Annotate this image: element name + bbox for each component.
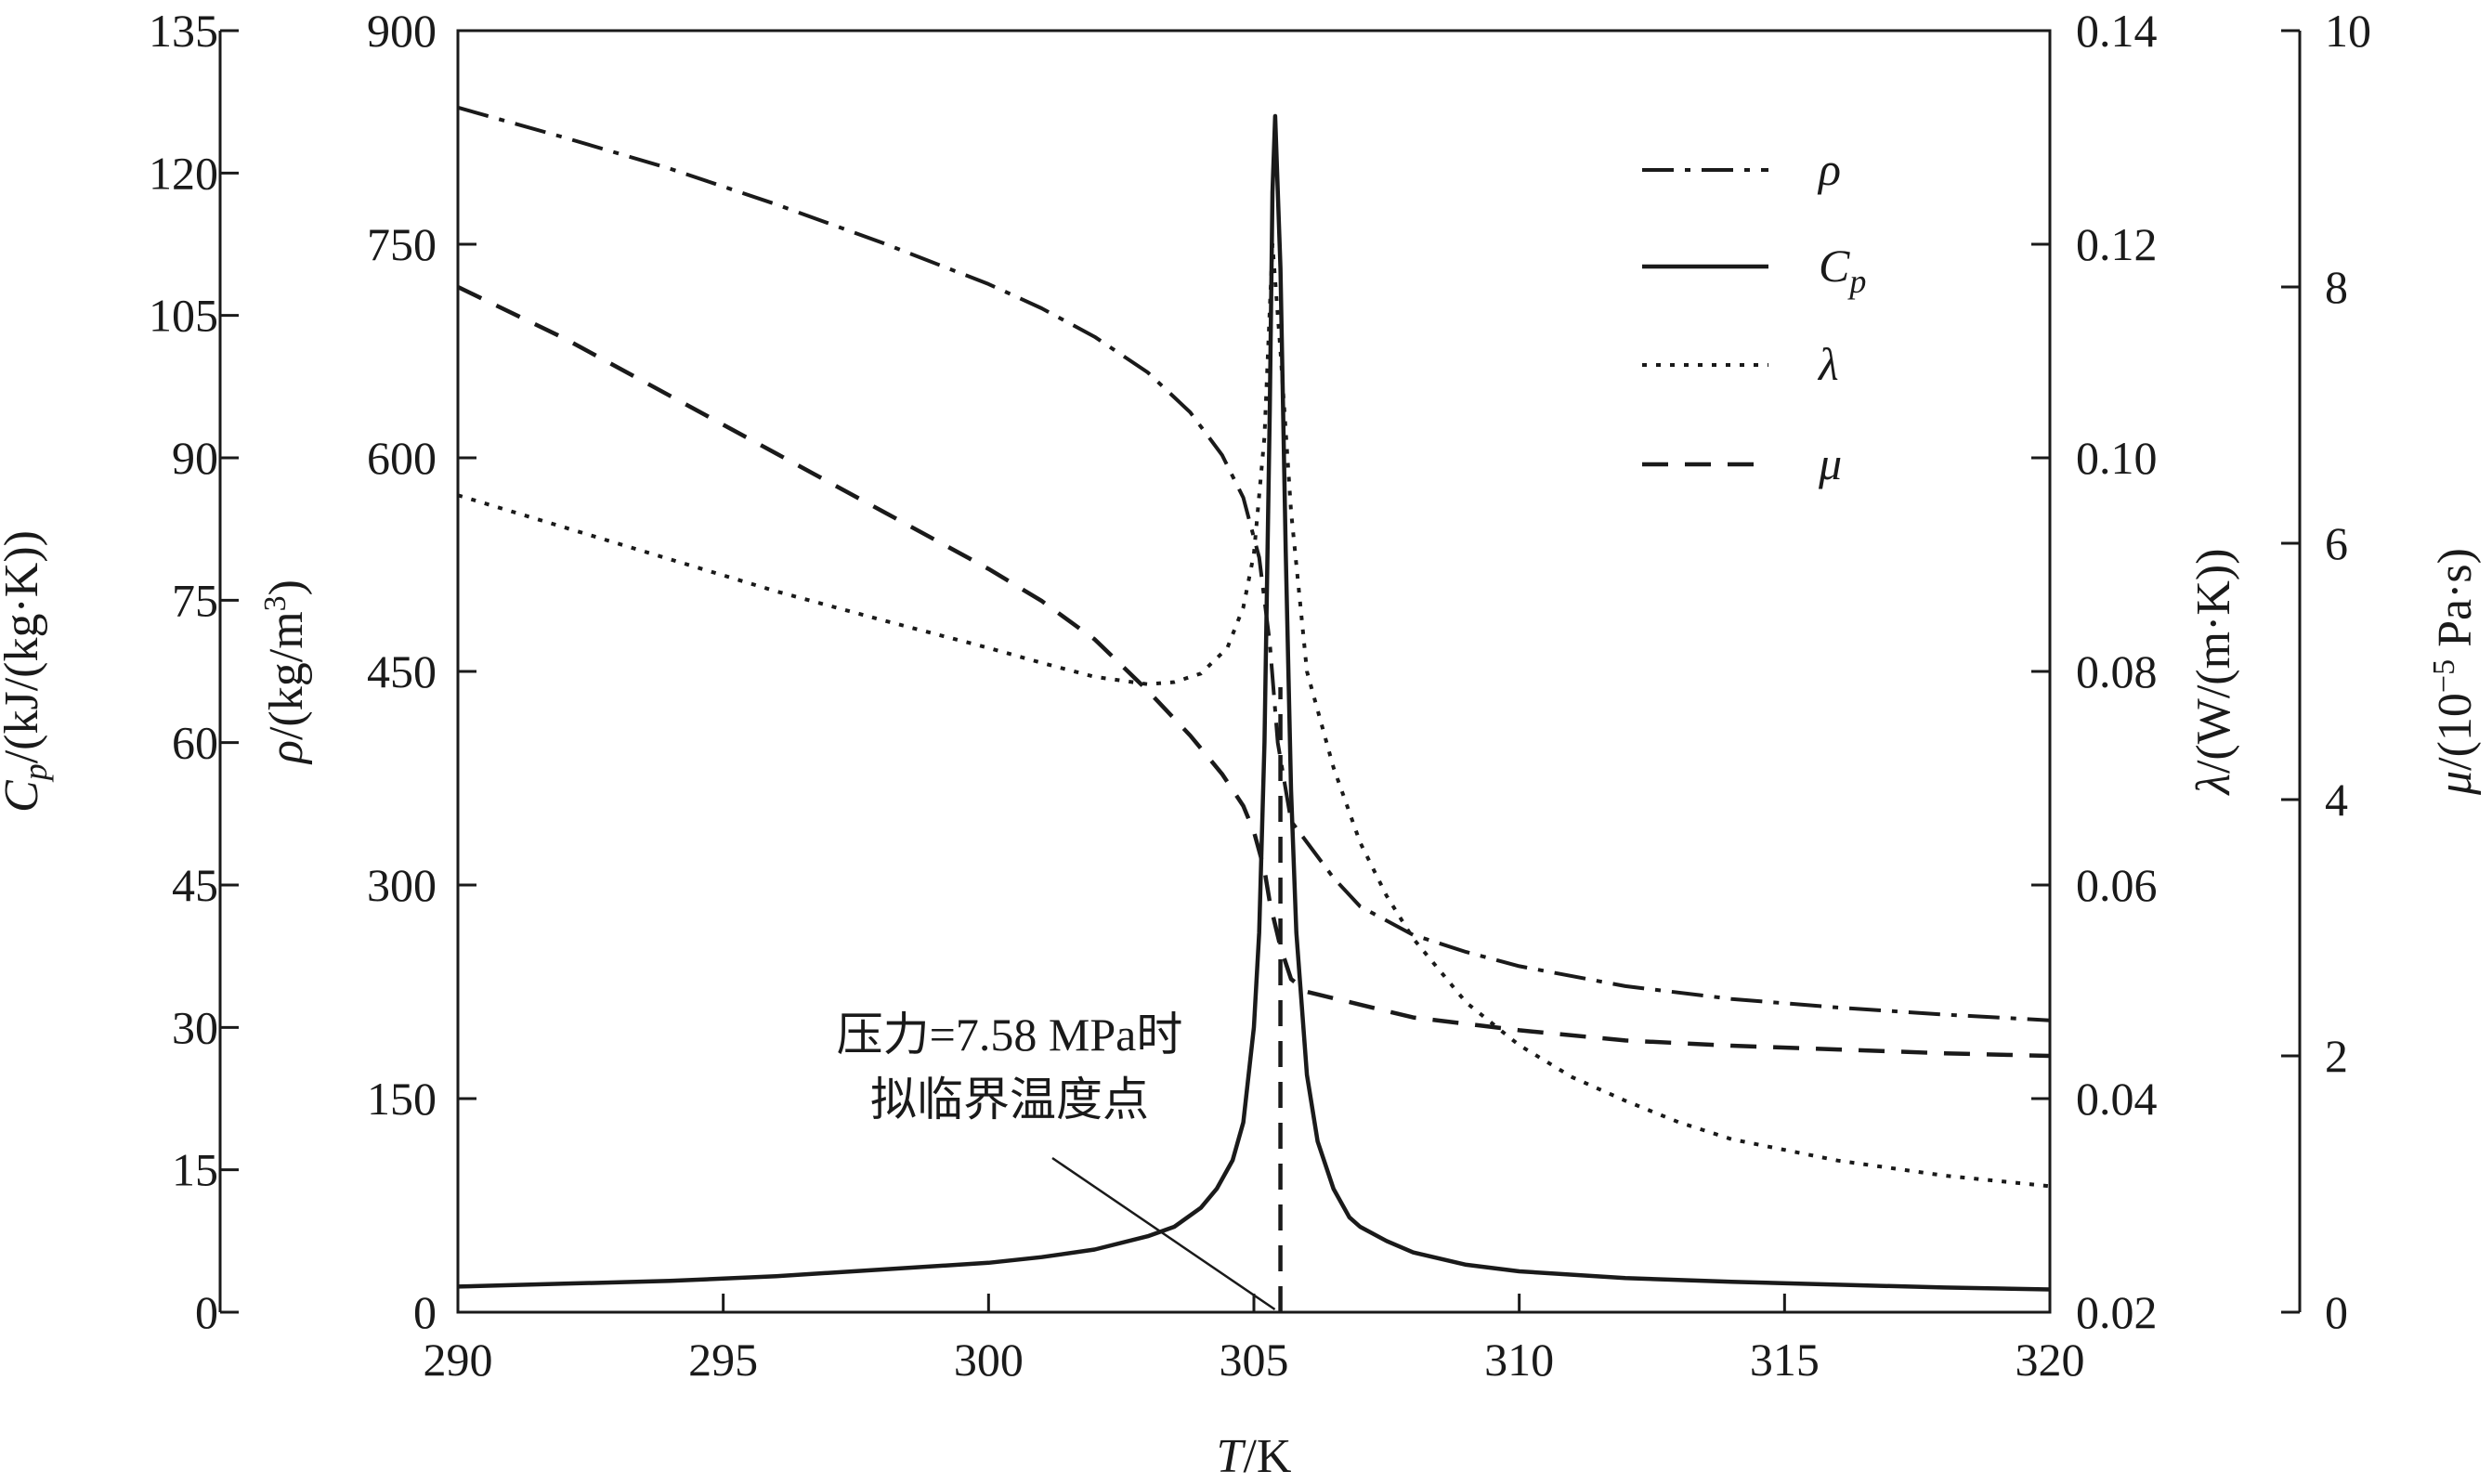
series-line-dashdot <box>458 105 2050 1022</box>
y-tick-label-lambda: 0.04 <box>2076 1073 2158 1125</box>
y-axis-label-mu: μ/(10−5 Pa·s) <box>2427 548 2482 796</box>
y-axis-lambda: 0.02 0.04 0.06 0.08 0.10 0.12 0.14 λ/(W/(m·K)) <box>2031 5 2240 1338</box>
legend-label: Cp <box>1819 240 1866 300</box>
legend-label: λ <box>1817 338 1839 390</box>
y-tick-label-rho: 750 <box>367 218 437 270</box>
y-axis-label-rho: ρ/(kg/m3) <box>258 579 313 765</box>
legend: ρ Cp λμ <box>1642 143 1866 489</box>
series-line-solid <box>458 113 2050 1292</box>
y-tick-label-lambda: 0.06 <box>2076 859 2158 911</box>
axes: 290 295 300 305 310 315 320T/K0153045607590105… <box>0 5 2482 1483</box>
y-tick-label-rho: 300 <box>367 859 437 911</box>
y-axis-label-lambda: λ/(W/(m·K)) <box>2187 548 2240 796</box>
y-axis-rho: 0 150 300 450 600 750 900 ρ/(kg/m3) <box>258 5 476 1338</box>
y-tick-label-mu: 6 <box>2325 517 2348 569</box>
y-tick-label-mu: 8 <box>2325 261 2348 313</box>
plot-border <box>456 29 2052 1314</box>
y-tick-label-rho: 450 <box>367 645 437 697</box>
x-tick-label: 290 <box>424 1334 493 1386</box>
y-tick-label-rho: 0 <box>413 1286 437 1338</box>
y-tick-label-lambda: 0.08 <box>2076 645 2158 697</box>
y-tick-label-cp: 60 <box>172 717 218 769</box>
y-tick-label-lambda: 0.14 <box>2076 5 2158 57</box>
y-axis-mu: 0 2 4 6 8 10 μ/(10−5 Pa·s) <box>2281 5 2482 1338</box>
x-tick-label: 320 <box>2016 1334 2085 1386</box>
y-tick-label-cp: 45 <box>172 859 218 911</box>
legend-label: μ <box>1818 437 1842 489</box>
y-tick-label-mu: 2 <box>2325 1030 2348 1082</box>
annotation: 压力=7.58 MPa时 拟临界温度点 <box>837 687 1283 1312</box>
y-tick-label-mu: 0 <box>2325 1286 2348 1338</box>
y-tick-label-rho: 600 <box>367 432 437 484</box>
x-tick-label: 315 <box>1750 1334 1820 1386</box>
annotation-line-2: 拟临界温度点 <box>870 1074 1149 1126</box>
y-tick-label-rho: 150 <box>367 1073 437 1125</box>
legend-label: ρ <box>1817 143 1841 195</box>
plot-frame <box>456 29 2052 1314</box>
annotation-line-1: 压力=7.58 MPa时 <box>837 1009 1183 1061</box>
series-line-dashed <box>458 284 2050 1059</box>
y-tick-label-mu: 10 <box>2325 5 2371 57</box>
y-axis-label-cp: Cp/(kJ/(kg·K)) <box>0 530 54 813</box>
y-tick-label-lambda: 0.12 <box>2076 218 2158 270</box>
x-tick-label: 310 <box>1484 1334 1554 1386</box>
y-tick-label-cp: 75 <box>172 574 218 626</box>
y-tick-label-cp: 30 <box>172 1001 218 1053</box>
y-tick-label-cp: 120 <box>149 147 218 199</box>
y-tick-label-lambda: 0.02 <box>2076 1286 2158 1338</box>
x-tick-label: 295 <box>688 1334 758 1386</box>
x-axis-label: T/K <box>1217 1430 1292 1483</box>
x-tick-label: 305 <box>1220 1334 1289 1386</box>
y-axis-cp: 0 15 30 45 60 75 90 105 120 135 Cp/(kJ/(kg·K)) <box>0 5 239 1338</box>
y-tick-label-cp: 105 <box>149 290 218 342</box>
y-tick-label-mu: 4 <box>2325 774 2348 826</box>
y-tick-label-cp: 135 <box>149 5 218 57</box>
y-tick-label-lambda: 0.10 <box>2076 432 2158 484</box>
series-group <box>458 105 2050 1292</box>
y-tick-label-rho: 900 <box>367 5 437 57</box>
y-tick-label-cp: 90 <box>172 432 218 484</box>
annotation-leader-line <box>1051 1156 1276 1311</box>
y-tick-label-cp: 0 <box>195 1286 218 1338</box>
y-tick-label-cp: 15 <box>172 1144 218 1196</box>
x-tick-label: 300 <box>954 1334 1024 1386</box>
